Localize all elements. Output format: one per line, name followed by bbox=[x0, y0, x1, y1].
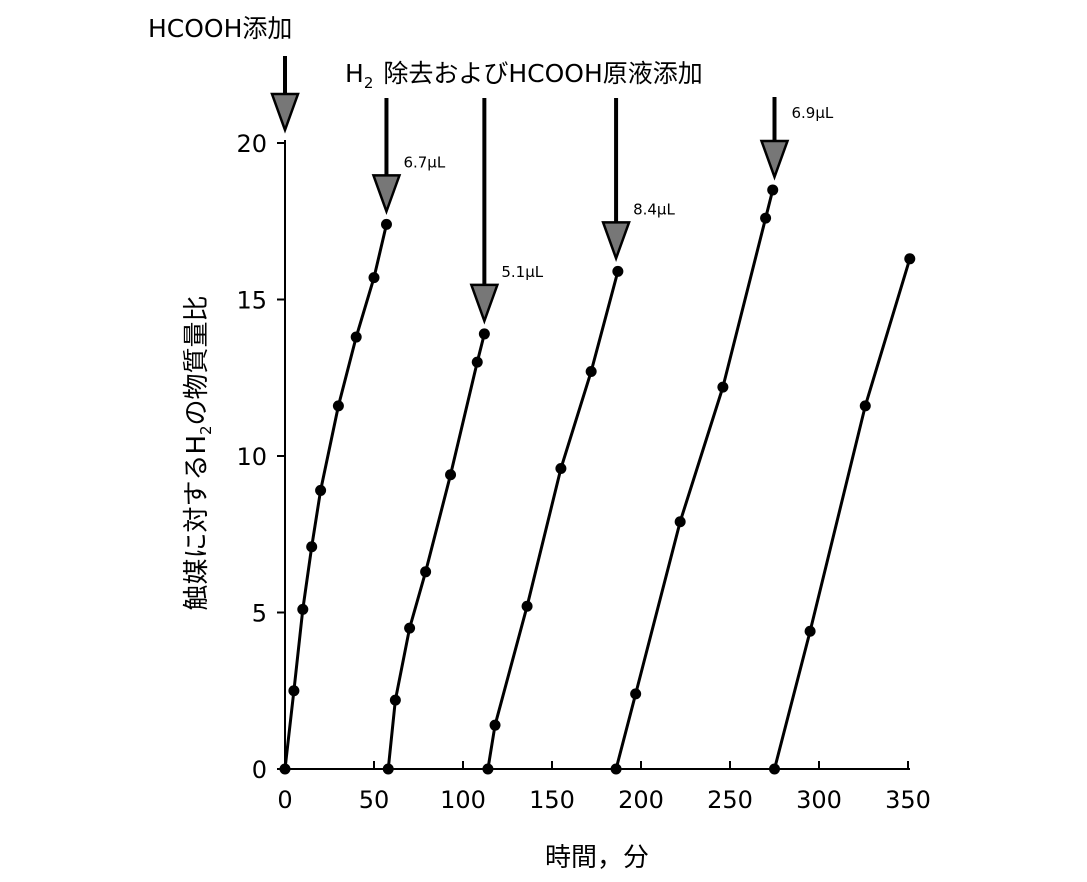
data-point bbox=[489, 719, 501, 731]
series-3 bbox=[482, 265, 624, 775]
series-2 bbox=[382, 328, 490, 775]
data-point bbox=[368, 272, 380, 284]
data-point bbox=[630, 688, 642, 700]
replenish-title: H2 除去およびHCOOH原液添加 bbox=[345, 59, 703, 92]
data-point bbox=[717, 381, 729, 393]
data-point bbox=[904, 253, 916, 265]
y-axis-title-after: の物質量比 bbox=[182, 295, 212, 425]
first-addition-label: HCOOH添加 bbox=[148, 14, 292, 43]
down-arrow bbox=[270, 56, 300, 134]
replenish-arrow-3 bbox=[601, 98, 631, 263]
arrow-head bbox=[601, 221, 631, 263]
data-point bbox=[404, 622, 416, 634]
replenish-arrow-2 bbox=[469, 98, 500, 325]
y-axis-title: 触媒に対するH2の物質量比 bbox=[182, 295, 215, 610]
arrow-head bbox=[371, 174, 402, 216]
data-point bbox=[382, 763, 394, 775]
y-axis-title-before: 触媒に対する bbox=[182, 455, 212, 611]
series-5 bbox=[769, 253, 916, 775]
x-tick-label: 300 bbox=[796, 786, 842, 814]
data-point bbox=[760, 212, 772, 224]
y-tick-label: 10 bbox=[236, 443, 267, 471]
y-tick-label: 0 bbox=[252, 756, 267, 784]
replenish-arrow-4 bbox=[759, 97, 790, 181]
arrow-head bbox=[759, 139, 790, 181]
axes: 0 5 10 15 20 0 50 100 150 200 250 300 350 bbox=[236, 130, 930, 814]
first-addition-arrow bbox=[270, 56, 300, 134]
data-point bbox=[445, 469, 457, 481]
volume-label: 5.1μL bbox=[501, 263, 543, 281]
data-point bbox=[804, 625, 816, 637]
data-point bbox=[767, 184, 779, 196]
y-ticks: 0 5 10 15 20 bbox=[236, 130, 285, 784]
data-point bbox=[769, 763, 780, 775]
data-point bbox=[288, 685, 300, 697]
data-point bbox=[389, 694, 401, 706]
y-tick-label: 5 bbox=[252, 600, 267, 628]
data-point bbox=[478, 328, 490, 340]
x-tick-label: 100 bbox=[440, 786, 486, 814]
data-point bbox=[555, 463, 567, 475]
data-point bbox=[332, 400, 344, 412]
data-point bbox=[420, 566, 432, 578]
x-tick-label: 150 bbox=[529, 786, 575, 814]
data-point bbox=[315, 484, 327, 496]
series-1 bbox=[279, 218, 392, 775]
data-point bbox=[350, 331, 362, 343]
volume-label: 6.9μL bbox=[792, 104, 834, 122]
annotations: HCOOH添加 H2 除去およびHCOOH原液添加 6.7μL 5.1μL 8.4μL… bbox=[148, 14, 834, 325]
x-tick-label: 200 bbox=[618, 786, 664, 814]
y-tick-label: 20 bbox=[236, 130, 267, 158]
x-tick-label: 0 bbox=[277, 786, 292, 814]
series-4 bbox=[610, 184, 779, 775]
data-point bbox=[859, 400, 871, 412]
data-point bbox=[610, 763, 622, 775]
replenish-title-sub: 2 bbox=[364, 74, 374, 92]
volume-label: 8.4μL bbox=[633, 200, 675, 218]
x-tick-label: 350 bbox=[885, 786, 931, 814]
replenish-arrow-1 bbox=[371, 98, 402, 216]
replenish-title-h: H bbox=[345, 59, 364, 88]
data-point bbox=[471, 356, 483, 368]
replenish-title-rest: 除去およびHCOOH原液添加 bbox=[383, 59, 702, 88]
series-layer bbox=[279, 184, 916, 775]
y-axis-title-sub: 2 bbox=[197, 425, 215, 435]
arrow-head bbox=[469, 283, 500, 325]
y-axis-title-h: H bbox=[182, 435, 212, 455]
x-tick-label: 250 bbox=[707, 786, 753, 814]
x-axis-title: 時間，分 bbox=[545, 843, 649, 873]
series-line bbox=[614, 189, 775, 770]
data-point bbox=[521, 600, 533, 612]
data-point bbox=[482, 763, 494, 775]
series-line bbox=[386, 333, 486, 770]
x-tick-label: 50 bbox=[359, 786, 390, 814]
data-point bbox=[279, 763, 291, 775]
volume-label: 6.7μL bbox=[403, 153, 445, 171]
series-line bbox=[283, 224, 388, 770]
replenish-arrows: 6.7μL 5.1μL 8.4μL 6.9μL bbox=[371, 97, 834, 325]
y-tick-label: 15 bbox=[236, 287, 267, 315]
series-line bbox=[486, 270, 620, 770]
data-point bbox=[306, 541, 318, 553]
data-point bbox=[380, 218, 392, 230]
series-line bbox=[773, 258, 912, 770]
data-point bbox=[297, 603, 309, 615]
data-point bbox=[585, 365, 597, 377]
data-point bbox=[612, 265, 624, 277]
arrow-head bbox=[270, 92, 300, 134]
x-ticks: 0 50 100 150 200 250 300 350 bbox=[277, 761, 931, 814]
data-point bbox=[674, 516, 686, 528]
